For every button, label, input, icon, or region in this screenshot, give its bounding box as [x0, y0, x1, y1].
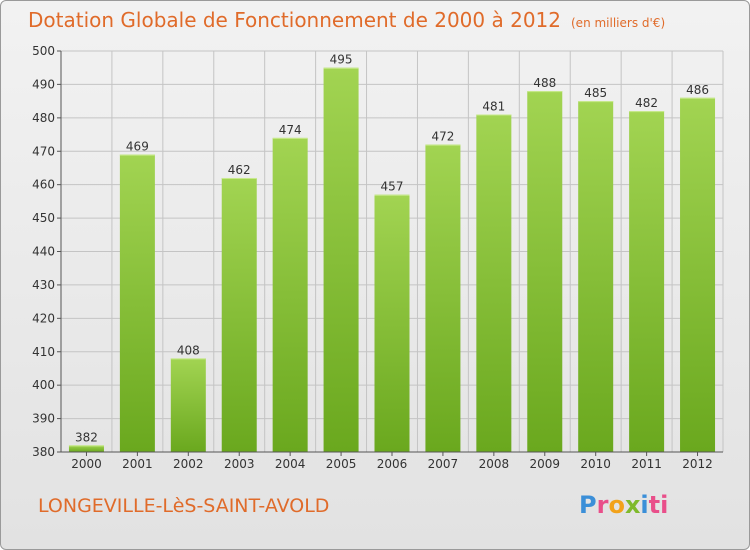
bar — [170, 358, 206, 452]
logo-letter: o — [608, 491, 625, 519]
y-tick-label: 450 — [32, 211, 55, 225]
x-tick-label: 2002 — [173, 457, 204, 471]
x-tick-label: 2007 — [428, 457, 459, 471]
x-tick-label: 2000 — [71, 457, 102, 471]
y-tick-label: 470 — [32, 144, 55, 158]
y-tick-label: 440 — [32, 245, 55, 259]
x-tick-label: 2004 — [275, 457, 306, 471]
bar — [323, 67, 359, 452]
value-label: 457 — [381, 180, 404, 194]
unit-text: (en milliers d'€) — [571, 16, 666, 30]
y-tick-label: 490 — [32, 77, 55, 91]
commune-name: LONGEVILLE-LèS-SAINT-AVOLD — [38, 495, 330, 517]
value-label: 481 — [482, 99, 505, 113]
x-tick-label: 2009 — [529, 457, 560, 471]
x-tick-label: 2012 — [682, 457, 713, 471]
value-label: 485 — [584, 86, 607, 100]
bar — [476, 114, 512, 452]
y-tick-label: 410 — [32, 345, 55, 359]
value-label: 474 — [279, 123, 302, 137]
proxiti-logo[interactable]: Proxiti — [579, 491, 668, 519]
value-label: 495 — [330, 53, 353, 67]
chart-title: Dotation Globale de Fonctionnement de 20… — [28, 8, 665, 32]
y-tick-label: 420 — [32, 311, 55, 325]
bar — [680, 97, 716, 453]
logo-letter: ti — [648, 491, 669, 519]
x-tick-label: 2010 — [580, 457, 611, 471]
y-tick-label: 500 — [32, 44, 55, 58]
value-label: 382 — [75, 430, 98, 444]
bar — [221, 177, 257, 452]
bar — [578, 101, 614, 452]
logo-letter: x — [624, 491, 641, 519]
x-tick-label: 2011 — [631, 457, 662, 471]
logo-letter: P — [579, 491, 597, 519]
y-tick-label: 380 — [32, 445, 55, 459]
x-tick-label: 2005 — [326, 457, 357, 471]
x-tick-label: 2003 — [224, 457, 255, 471]
y-tick-label: 430 — [32, 278, 55, 292]
value-label: 469 — [126, 140, 149, 154]
value-label: 488 — [533, 76, 556, 90]
bar — [68, 445, 104, 452]
value-label: 482 — [635, 96, 658, 110]
y-tick-label: 390 — [32, 412, 55, 426]
y-tick-label: 480 — [32, 111, 55, 125]
bar — [425, 144, 461, 453]
bar — [272, 137, 308, 452]
value-label: 486 — [686, 83, 709, 97]
x-tick-label: 2008 — [479, 457, 510, 471]
bar — [527, 91, 563, 452]
axes: 380 390 400 410 420 430 440 450 460 470 480 490 500 2… — [32, 44, 723, 471]
logo-letter: i — [640, 491, 649, 519]
x-tick-label: 2001 — [122, 457, 153, 471]
value-label: 472 — [431, 130, 454, 144]
y-tick-label: 400 — [32, 378, 55, 392]
x-tick-label: 2006 — [377, 457, 408, 471]
value-label: 408 — [177, 343, 200, 357]
bar — [629, 111, 665, 453]
logo-letter: r — [596, 491, 609, 519]
title-text: Dotation Globale de Fonctionnement de 20… — [28, 8, 561, 32]
value-label: 462 — [228, 163, 251, 177]
bar — [374, 194, 410, 453]
bars: 382 469 408 462 474 495 457 472 481 488 485 482 486 — [68, 53, 716, 453]
y-tick-label: 460 — [32, 178, 55, 192]
bar — [119, 154, 155, 452]
